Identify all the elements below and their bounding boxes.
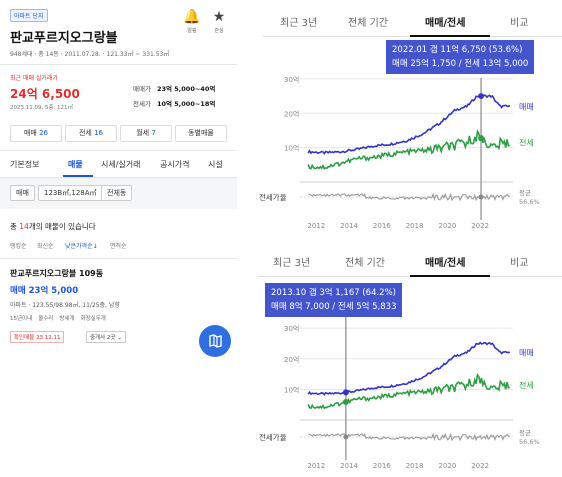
trade-jeonse-button[interactable]: 전세 16	[65, 125, 117, 142]
series-line-sale	[307, 341, 511, 396]
legend-label: 매매	[519, 349, 534, 358]
active-tab-indicator	[410, 275, 490, 277]
y-tick-label: 30억	[284, 325, 299, 333]
x-tick-label: 2020	[438, 462, 456, 470]
listing-count: 총 14개의 매물이 있습니다	[10, 222, 96, 231]
average-value: 56.6%	[519, 198, 540, 206]
marker-point	[478, 135, 485, 142]
x-tick-label: 2016	[373, 462, 391, 470]
sale-range: 23억 5,000~40억	[157, 85, 216, 93]
jeonse-range-label: 전세가	[133, 100, 151, 108]
sort-area[interactable]: 면적순	[110, 243, 127, 250]
ratio-label: 전세가율	[259, 432, 287, 442]
y-tick-label: 20억	[284, 356, 299, 364]
legend-label: 매매	[519, 102, 534, 111]
y-tick-label: 10억	[284, 386, 299, 394]
tab-recent-3y[interactable]: 최근 3년	[273, 258, 311, 269]
tab-all-period[interactable]: 전체 기간	[345, 258, 385, 269]
star-icon: ★	[212, 9, 226, 25]
x-tick-label: 2018	[406, 222, 424, 230]
recent-price: 24억 6,500	[10, 87, 80, 101]
chart-tooltip-bottom: 2013.10 갭 3억 1,167 (64.2%) 매매 8억 7,000 /…	[265, 283, 403, 317]
tab-listings[interactable]: 매물	[68, 160, 83, 169]
ratio-label: 전세가율	[259, 192, 287, 202]
jeonse-range: 10억 5,000~18억	[157, 100, 216, 108]
sort-latest[interactable]: 최신순	[37, 243, 54, 250]
tab-basic-info[interactable]: 기본정보	[10, 160, 40, 169]
x-tick-label: 2014	[340, 222, 358, 230]
tab-compare[interactable]: 비교	[510, 18, 529, 29]
y-tick-label: 30억	[284, 76, 299, 84]
by-building-button[interactable]: 동별매물	[175, 125, 227, 142]
x-tick-label: 2012	[307, 462, 325, 470]
x-tick-label: 2022	[471, 222, 489, 230]
active-tab-indicator	[410, 35, 490, 37]
marker-point	[343, 434, 349, 440]
y-tick-label: 10억	[284, 145, 299, 153]
tab-recent-3y[interactable]: 최근 3년	[280, 18, 318, 29]
active-tab-indicator	[63, 175, 93, 177]
filter-trade-type[interactable]: 매매	[10, 185, 35, 201]
map-icon	[209, 334, 222, 348]
series-line-jeonse	[307, 372, 510, 410]
marker-point	[478, 93, 485, 100]
x-tick-label: 2014	[340, 462, 358, 470]
trade-sale-button[interactable]: 매매 26	[10, 125, 62, 142]
marker-point	[342, 389, 349, 396]
tab-facilities[interactable]: 시설	[208, 160, 223, 169]
legend-label: 전세	[519, 137, 534, 147]
tab-sale-jeonse[interactable]: 매매/전세	[425, 18, 466, 29]
series-line-sale	[307, 93, 511, 155]
complex-subtitle: 948세대 · 총 14동 · 2011.07.28. · 121.33㎡ ~ …	[10, 51, 170, 58]
x-tick-label: 2018	[406, 462, 424, 470]
tab-official-price[interactable]: 공시가격	[160, 160, 190, 169]
recent-detail: 2023.11.09, 5층, 121㎡	[10, 105, 74, 111]
bell-icon: 🔔	[183, 9, 201, 25]
tab-price-trends[interactable]: 시세/실거래	[101, 160, 141, 169]
x-tick-label: 2016	[373, 222, 391, 230]
trade-monthly-button[interactable]: 월세 7	[120, 125, 172, 142]
chevron-down-icon: ⌄	[117, 335, 122, 341]
complex-title: 판교푸르지오그랑블	[10, 31, 118, 46]
listing-price: 매매 23억 5,000	[10, 286, 79, 296]
listing-panel: 아파트 단지 판교푸르지오그랑블 948세대 · 총 14동 · 2011.07…	[0, 0, 237, 477]
filter-building[interactable]: 전체동	[101, 185, 133, 201]
average-value: 56.6%	[519, 438, 540, 446]
favorite-button[interactable]: ★ 관심	[208, 10, 230, 34]
ratio-line	[308, 432, 510, 442]
listing-tags: 15년이내 올수리 방세개 화장실두개	[10, 316, 106, 322]
sort-low-price[interactable]: 낮은가격순↓	[65, 243, 98, 250]
agent-count-dropdown[interactable]: 중개사 2곳 ⌄	[86, 331, 126, 343]
confirmed-badge: 확인매물 23.12.11	[10, 331, 65, 343]
average-label: 평균	[519, 188, 531, 197]
x-tick-label: 2022	[471, 462, 489, 470]
chart-tooltip-top: 2022.01 갭 11억 6,750 (53.6%) 매매 25억 1,750…	[386, 40, 535, 74]
filter-area[interactable]: 123B㎡,128A㎡	[38, 185, 103, 201]
tab-all-period[interactable]: 전체 기간	[348, 18, 388, 29]
tab-sale-jeonse[interactable]: 매매/전세	[425, 258, 466, 269]
map-view-button[interactable]	[199, 325, 231, 357]
sale-range-label: 매매가	[133, 85, 151, 93]
listing-spec: 아파트 · 123.55/98.98㎡, 11/25층, 남향	[10, 302, 120, 309]
alert-button[interactable]: 🔔 알림	[181, 10, 203, 34]
x-tick-label: 2012	[307, 222, 325, 230]
complex-type-tag: 아파트 단지	[10, 9, 48, 22]
x-tick-label: 2020	[438, 222, 456, 230]
sort-ranking[interactable]: 랭킹순	[10, 243, 27, 250]
marker-point	[342, 398, 349, 405]
y-tick-label: 20억	[284, 110, 299, 118]
legend-label: 전세	[519, 380, 534, 390]
listing-title: 판교푸르지오그랑블 109동	[10, 269, 104, 278]
tab-compare[interactable]: 비교	[510, 258, 529, 269]
recent-price-label: 최근 매매 실거래가	[10, 75, 58, 82]
series-line-jeonse	[307, 128, 510, 170]
marker-point	[478, 194, 484, 200]
average-label: 평균	[519, 428, 531, 437]
ratio-line	[308, 192, 510, 202]
